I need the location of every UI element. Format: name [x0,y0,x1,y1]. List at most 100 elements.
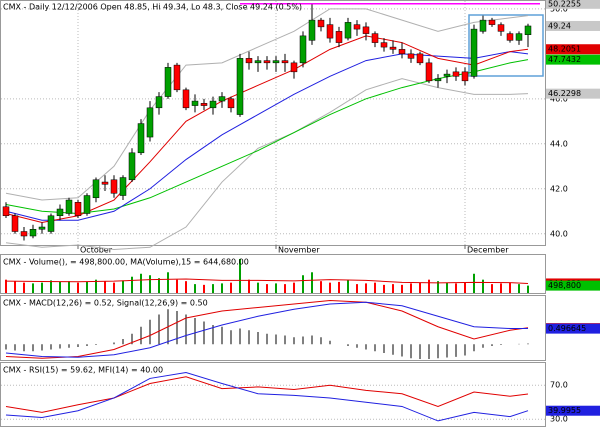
x-tick-label: November [278,246,320,255]
volume-bar [527,285,529,293]
candle-body [308,19,316,41]
volume-bar [86,281,88,293]
candle-body [38,226,46,230]
candle-body [299,35,307,64]
candle-body [281,60,289,64]
candle-body [245,58,253,64]
volume-bar [41,282,43,293]
indicator-line [5,51,529,221]
y-tick-label: 44.0 [550,139,568,148]
candle-body [164,67,172,97]
highlight-box [468,14,544,77]
candle-body [173,64,181,91]
price-label: 50.2255 [548,0,581,8]
candle-body [416,53,424,64]
volume-bar [59,281,61,293]
price-label: 0.496645 [548,324,586,333]
candle-body [101,181,109,185]
volume-bar [284,284,286,293]
panel-title: CMX - MACD(12,26) = 0.52, Signal(12,26,9… [3,299,208,308]
candle-body [443,73,451,77]
indicator-line [5,78,529,250]
candle-body [263,60,271,64]
panel-title: CMX - Volume(), = 498,800.00, MA(Volume)… [3,258,249,267]
price-label: 39.9955 [548,406,581,415]
candle-body [371,33,379,43]
volume-bar [473,273,475,293]
volume-bar [113,282,115,293]
volume-bar [221,283,223,293]
volume-bar [149,275,151,293]
volume-panel [0,254,546,294]
candle-body [65,199,73,214]
indicator-line [5,376,529,413]
y-tick-label: 40.0 [550,229,568,238]
indicator-line [5,278,529,284]
volume-bar [95,279,97,293]
candle-body [11,215,19,232]
candle-body [380,42,388,48]
volume-bar [266,284,268,293]
price-label-box [546,44,600,55]
y-tick-label: 50.0 [550,4,568,13]
volume-bar [185,281,187,293]
price-label-box [546,323,600,334]
volume-bar [194,284,196,293]
volume-bar [374,282,376,293]
volume-bar [320,281,322,293]
candle-body [290,62,298,73]
candle-body [155,96,163,109]
volume-bar [50,280,52,293]
volume-bar [68,281,70,293]
candle-body [128,152,136,181]
volume-bar [311,272,313,293]
candle-body [29,229,37,237]
candle-body [272,60,280,64]
volume-bar [383,284,385,293]
candle-body [470,28,478,77]
volume-bar [365,283,367,293]
candle-body [515,33,523,41]
candle-body [497,24,505,32]
candle-body [344,22,352,39]
candle-body [83,195,91,214]
volume-bar [104,281,106,293]
volume-bar [77,282,79,293]
volume-bar [293,282,295,293]
candle-body [137,123,145,154]
candle-body [479,19,487,32]
candle-body [74,202,82,217]
price-label-box [546,54,600,65]
candle-body [146,107,154,138]
volume-bar [230,282,232,293]
volume-bar [275,283,277,293]
price-label-box [546,88,600,99]
volume-bar [428,279,430,293]
volume-bar [419,282,421,293]
price-label: 48.2051 [548,45,581,54]
candle-body [254,60,262,64]
volume-bar [239,258,241,293]
volume-bar [329,282,331,293]
x-tick-label: December [467,246,509,255]
indicator-line [5,301,528,358]
volume-bar [167,272,169,293]
volume-bar [158,278,160,293]
price-label-box [546,405,600,416]
volume-bar [455,283,457,293]
price-panel [0,0,546,246]
price-label: 49.24 [548,21,571,30]
price-label: 47.7432 [548,55,581,64]
candle-body [389,46,397,50]
candle-body [425,62,433,82]
indicator-line [5,35,529,224]
volume-bar [5,279,7,293]
volume-bar [482,279,484,293]
candle-body [2,206,10,217]
volume-bar [509,282,511,293]
volume-bar [14,281,16,293]
y-tick-label: 46.0 [550,94,568,103]
candle-body [326,24,334,39]
volume-bar [518,284,520,293]
